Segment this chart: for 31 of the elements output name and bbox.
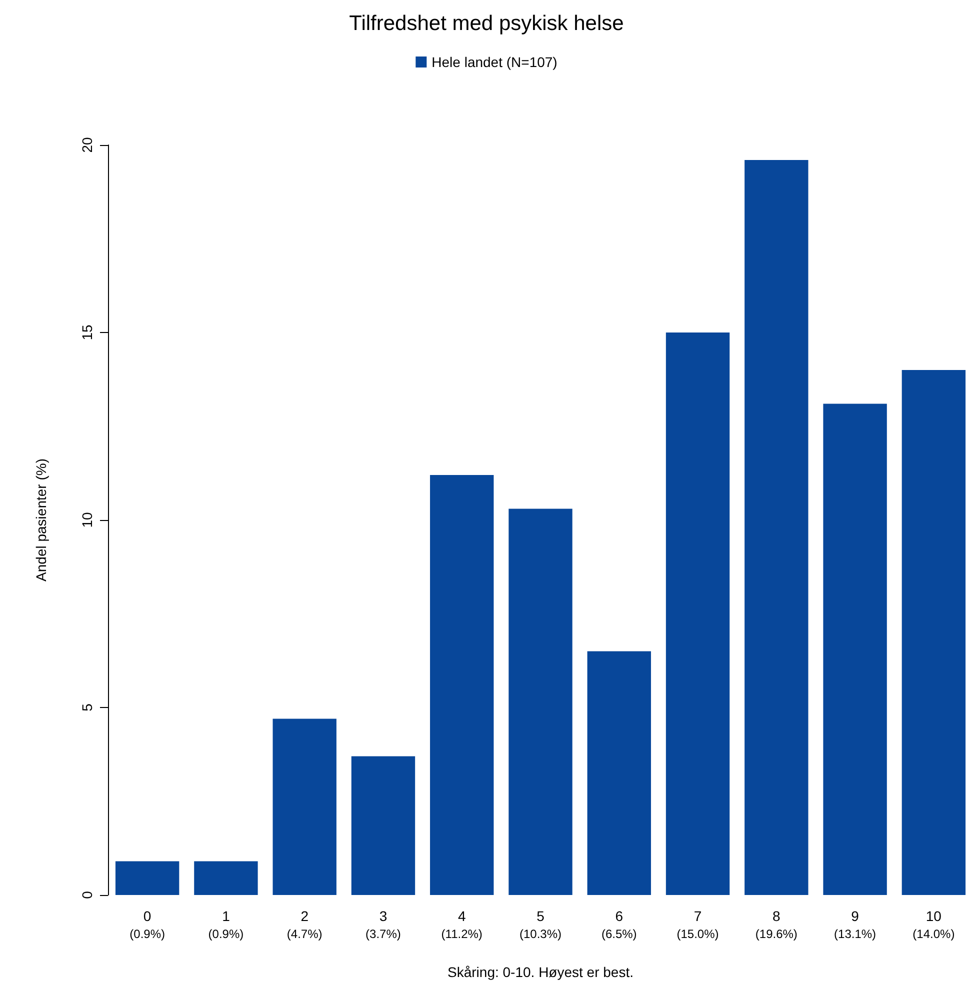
- bar: [666, 332, 730, 895]
- y-tick-label: 5: [79, 703, 95, 712]
- bar: [272, 718, 336, 895]
- bar: [744, 160, 808, 895]
- y-tick-label: 20: [79, 137, 95, 153]
- x-tick-label: 0 (0.9%): [130, 908, 165, 941]
- x-tick-label: 4 (11.2%): [441, 908, 482, 941]
- chart-title: Tilfredshet med psykisk helse: [349, 12, 624, 35]
- bar: [430, 475, 494, 895]
- x-tick-label: 9 (13.1%): [834, 908, 876, 941]
- x-tick-label: 7 (15.0%): [676, 908, 719, 941]
- x-tick-label: 5 (10.3%): [519, 908, 562, 941]
- y-axis-title: Andel pasienter (%): [33, 458, 49, 582]
- x-tick-label: 2 (4.7%): [286, 908, 322, 941]
- bar: [115, 861, 180, 895]
- y-tick-label: 0: [79, 890, 95, 899]
- x-tick-label: 10 (14.0%): [912, 908, 955, 941]
- x-tick-label: 6 (6.5%): [601, 908, 637, 941]
- bar: [587, 651, 651, 895]
- x-tick-label: 8 (19.6%): [755, 908, 798, 941]
- bar: [508, 508, 572, 895]
- x-tick-label: 3 (3.7%): [366, 908, 401, 941]
- bar: [823, 404, 887, 895]
- bar: [351, 756, 416, 895]
- y-tick-label: 15: [79, 324, 95, 340]
- bar: [194, 861, 258, 895]
- legend-label: Hele landet (N=107): [432, 54, 558, 70]
- x-tick-label: 1 (0.9%): [208, 908, 244, 941]
- bar: [902, 370, 966, 895]
- y-tick-label: 10: [79, 512, 95, 528]
- x-axis-title: Skåring: 0-10. Høyest er best.: [448, 964, 634, 980]
